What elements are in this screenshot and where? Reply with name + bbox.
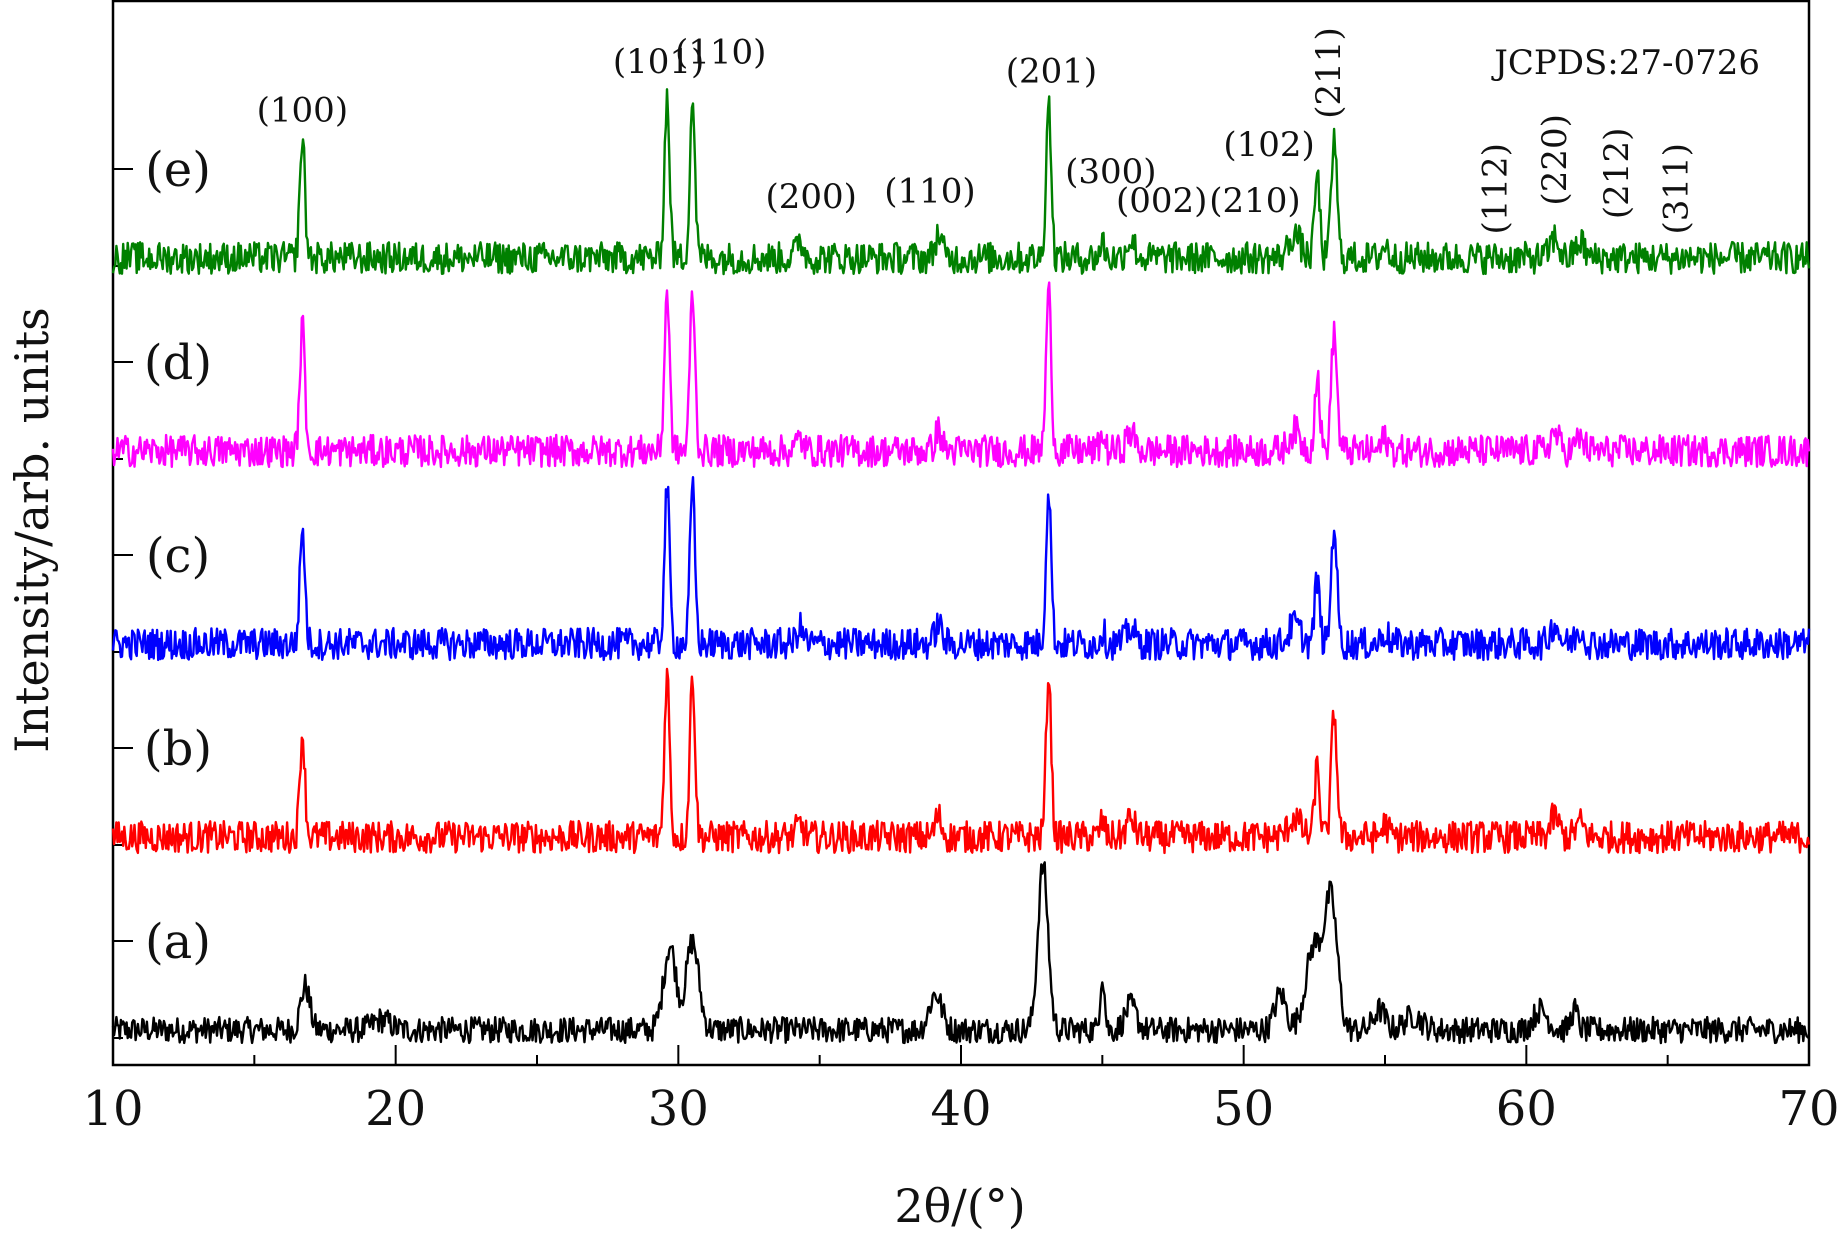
y-axis-ticks — [113, 168, 133, 1039]
peak-label: (200) — [765, 177, 856, 217]
x-tick-label: 70 — [1778, 1081, 1839, 1137]
peak-label: (300) — [1065, 152, 1156, 192]
x-axis-title: 2θ/(°) — [894, 1179, 1025, 1233]
x-tick-label: 50 — [1213, 1081, 1274, 1137]
series-curves: (a) (b) (c) (d) (e) — [111, 88, 1811, 1045]
peak-label: (110) — [675, 32, 766, 72]
peak-label: (112) — [1476, 143, 1516, 234]
series-label-a: (a) — [145, 914, 211, 970]
series-line-a — [111, 861, 1810, 1045]
peak-label: (100) — [257, 90, 348, 130]
peak-label: (201) — [1006, 52, 1097, 92]
peak-label: (110) — [884, 171, 975, 211]
reference-label: JCPDS:27-0726 — [1491, 43, 1760, 83]
series-line-e — [111, 88, 1811, 276]
peak-label: (220) — [1535, 114, 1575, 205]
series-label-e: (e) — [145, 142, 211, 198]
series-label-c: (c) — [146, 528, 210, 584]
peak-label: (101) — [613, 42, 704, 82]
x-tick-label: 30 — [648, 1081, 709, 1137]
x-tick-label: 10 — [82, 1081, 143, 1137]
x-tick-label: 20 — [365, 1081, 426, 1137]
peak-label: (102) — [1223, 125, 1314, 165]
series-line-c — [111, 476, 1811, 662]
x-tick-label: 40 — [930, 1081, 991, 1137]
series-line-d — [111, 281, 1811, 469]
peak-label: (212) — [1597, 128, 1637, 219]
x-tick-label: 60 — [1496, 1081, 1557, 1137]
series-label-d: (d) — [144, 335, 212, 391]
series-label-b: (b) — [144, 721, 212, 777]
peak-labels: (100)(101)(110)(200) (110)(201)(300)(002)… — [257, 27, 1697, 234]
peak-label: (002) — [1116, 181, 1207, 221]
series-line-b — [111, 667, 1811, 855]
peak-label: (210) — [1209, 181, 1300, 221]
x-axis-ticks: 10 20 30 40 50 60 70 — [82, 1045, 1840, 1137]
peak-label: (311) — [1656, 143, 1696, 234]
y-axis-title: Intensity/arb. units — [5, 307, 59, 753]
peak-label: (211) — [1309, 27, 1349, 118]
